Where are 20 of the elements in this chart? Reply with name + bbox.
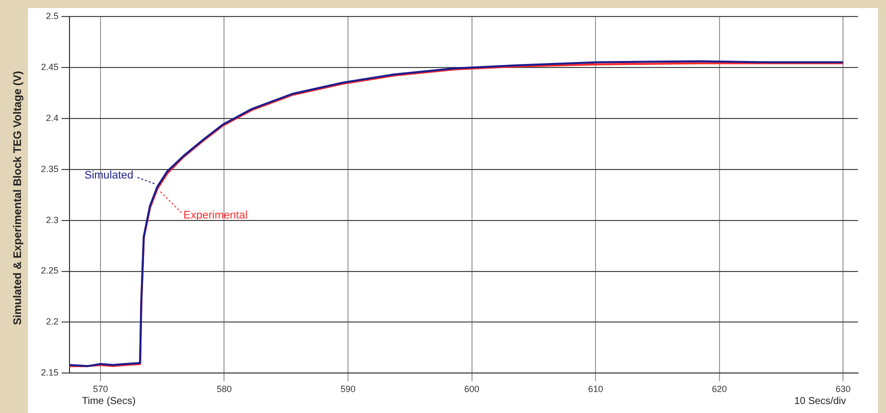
y-tick-label: 2.4 <box>46 112 59 123</box>
x-tick-label: 620 <box>712 384 727 394</box>
y-tick-label: 2.25 <box>40 266 59 276</box>
y-tick-label: 2.45 <box>40 62 59 72</box>
y-tick-label: 2.15 <box>40 368 59 378</box>
y-tick-label: 2.2 <box>46 316 59 327</box>
x-tick-label: 630 <box>836 384 851 394</box>
y-axis-title: Simulated & Experimental Block TEG Voltage (V) <box>12 70 24 326</box>
y-tick-label: 2.5 <box>46 10 59 21</box>
x-tick-label: 610 <box>588 384 604 394</box>
x-tick-label: 600 <box>464 384 480 394</box>
x-axis-title: Time (Secs) <box>82 396 136 407</box>
y-tick-label: 2.35 <box>40 164 59 174</box>
x-tick-label: 580 <box>216 384 232 394</box>
x-tick-label: 590 <box>340 384 356 394</box>
text: 10 Secs/div <box>794 396 846 407</box>
text: Experimental <box>183 210 248 222</box>
x-tick-label: 570 <box>92 384 108 394</box>
legend-label: Simulated <box>84 170 134 182</box>
y-tick-label: 2.3 <box>46 214 59 225</box>
